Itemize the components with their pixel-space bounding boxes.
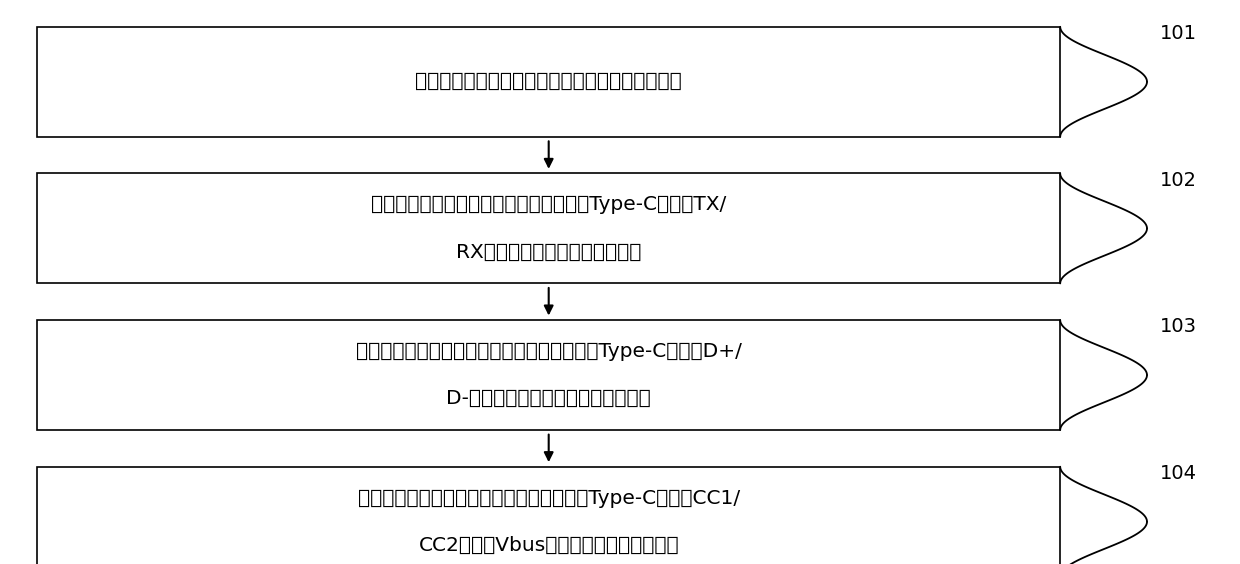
Text: 当确定所述接入设备为充电器时，通过所述Type-C接口的CC1/: 当确定所述接入设备为充电器时，通过所述Type-C接口的CC1/ [357,488,740,508]
Text: RX引脚与所述耳机进行数据通信: RX引脚与所述耳机进行数据通信 [456,243,641,262]
Text: 101: 101 [1159,24,1197,43]
FancyBboxPatch shape [37,467,1060,564]
Text: D-引脚与所述存储设备进行数据通信: D-引脚与所述存储设备进行数据通信 [446,389,651,408]
Text: 确定通过所述转接适配器接入移动终端的接入设备: 确定通过所述转接适配器接入移动终端的接入设备 [415,72,682,91]
Text: 当确定所述接入设备为存储设备时，通过所述Type-C接口的D+/: 当确定所述接入设备为存储设备时，通过所述Type-C接口的D+/ [356,342,742,361]
Text: 当确定所述接入设备为耳机时，通过所述Type-C接口的TX/: 当确定所述接入设备为耳机时，通过所述Type-C接口的TX/ [371,195,727,214]
Text: 103: 103 [1159,317,1197,336]
FancyBboxPatch shape [37,320,1060,430]
FancyBboxPatch shape [37,174,1060,284]
Text: CC2引脚、Vbus引脚为所述移动终端充电: CC2引脚、Vbus引脚为所述移动终端充电 [418,536,680,555]
FancyBboxPatch shape [37,27,1060,137]
Text: 104: 104 [1159,464,1197,483]
Text: 102: 102 [1159,170,1197,190]
